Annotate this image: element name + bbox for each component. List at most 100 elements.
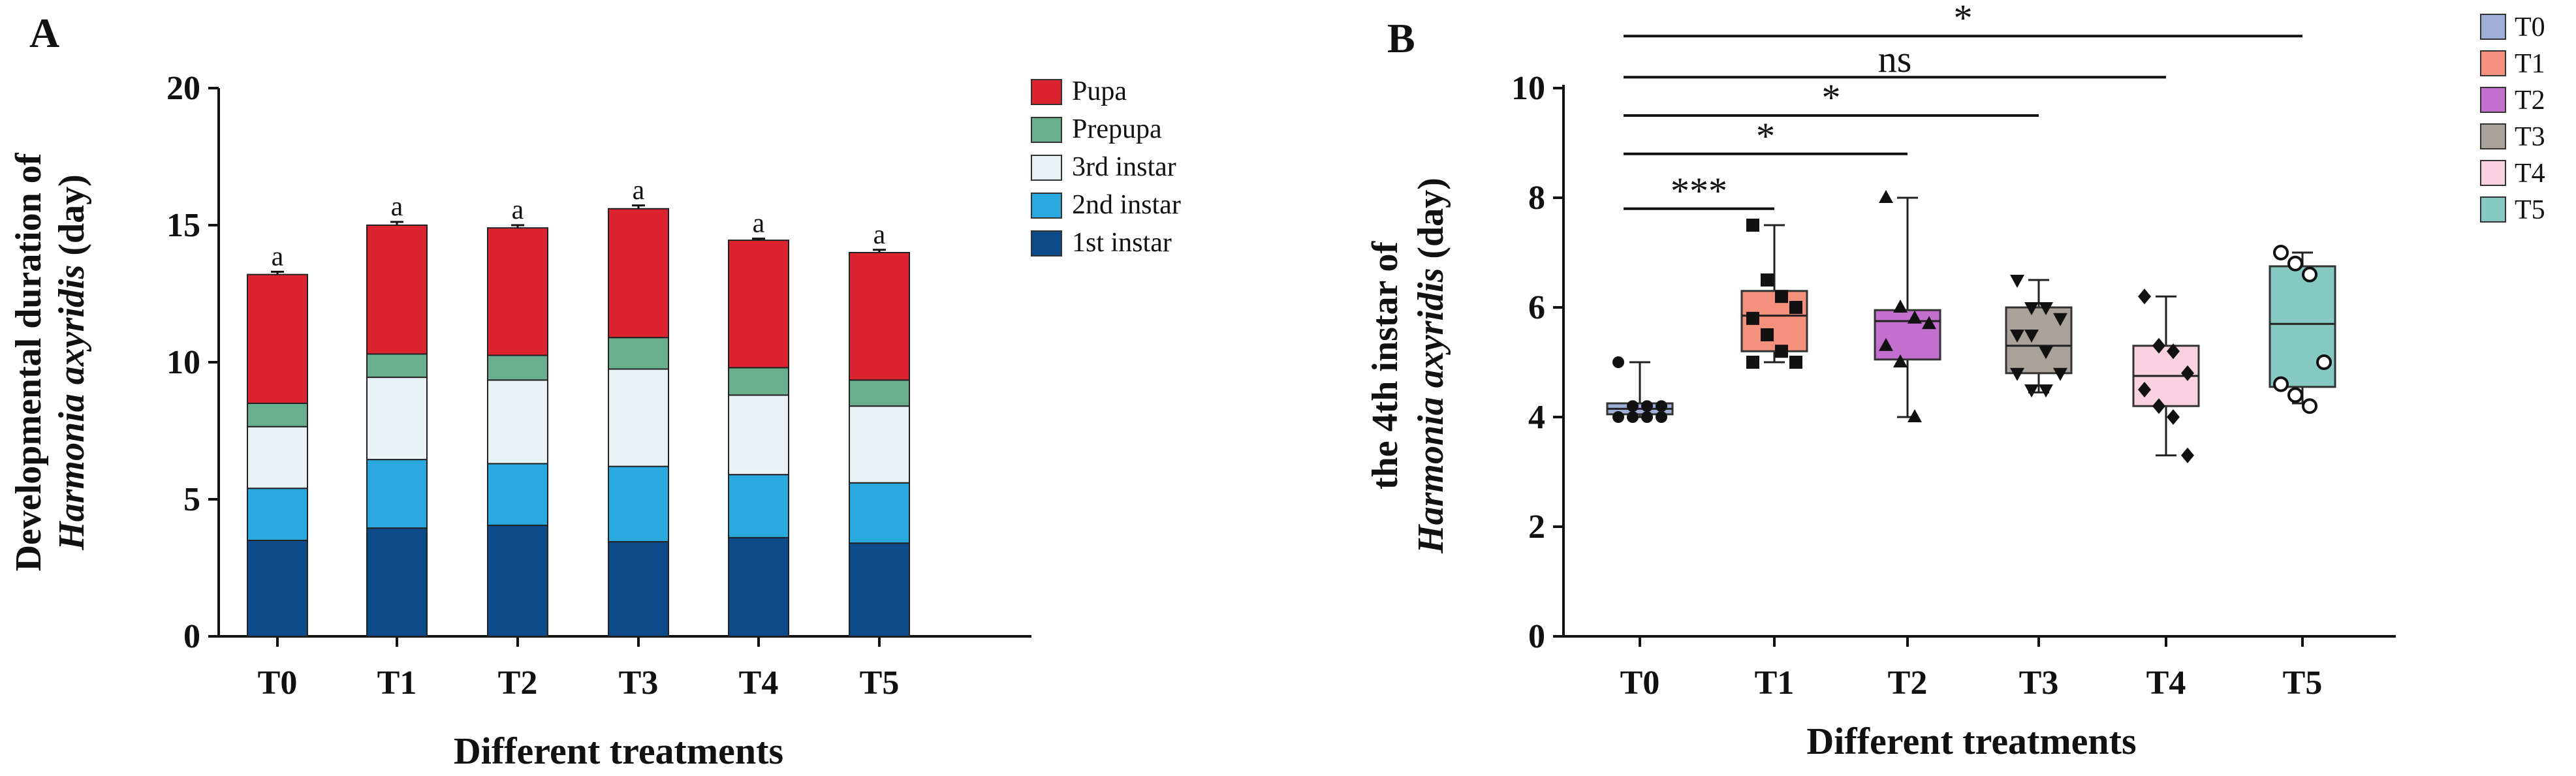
bar-segment-pupa [487,227,548,356]
data-point [1922,316,1936,330]
data-point [2138,288,2151,305]
bar-segment-prepupa [849,379,910,407]
legend-label: T3 [2515,122,2545,152]
legend-swatch [2480,50,2506,76]
data-point [2273,245,2289,260]
data-point [2302,266,2317,283]
legend-label: 1st instar [1072,228,1172,258]
x-axis-title: Different treatments [1806,720,2136,762]
legend-label: 3rd instar [1072,152,1176,182]
data-point [1746,219,1759,232]
data-point [1641,400,1653,412]
data-point [1627,411,1639,423]
significance-letter: a [272,241,284,272]
legend-swatch [1031,193,1062,219]
stacked-bar-chart: 05101520T0abcaaT1aaabcaaT2aababaaT3aaaaa… [8,70,1181,772]
data-point [1746,356,1759,369]
unit-label: (day) [1411,178,1451,268]
species-name: Harmonia axyridis [1411,268,1451,554]
data-point [1612,411,1624,423]
bar-segment-3rd-instar [728,394,789,476]
data-point [1908,310,1922,324]
bar-segment-pupa [728,240,789,369]
data-point [2287,255,2303,272]
y-axis-title: the 4th instar of [1365,241,1406,489]
x-tick-label: T0 [258,664,298,702]
data-point [1612,356,1624,368]
x-tick-label: T4 [2146,664,2186,702]
data-point [2010,330,2024,343]
bar-segment-2nd-instar [487,463,548,526]
bar-segment-prepupa [247,403,308,427]
legend-swatch [2480,160,2506,186]
data-point [1746,311,1759,325]
data-point [1656,400,1667,412]
data-point [2010,367,2024,381]
legend-swatch [1031,230,1062,256]
box-t2 [1874,309,1941,361]
data-point [1641,411,1653,423]
data-point [2273,376,2289,392]
x-tick-label: T0 [1620,664,1660,702]
legend-label: Prepupa [1072,114,1162,144]
legend-swatch [2480,196,2506,223]
panel-b-label: B [1387,15,1415,61]
x-tick-label: T5 [2283,664,2323,702]
data-point [2010,275,2024,288]
legend-label: T0 [2515,12,2545,42]
data-point [2024,330,2039,343]
bar-segment-prepupa [728,367,789,396]
y-tick-label: 0 [1528,618,1545,655]
legend-label: T5 [2515,195,2545,225]
x-tick-label: T3 [2019,664,2059,702]
data-point [2181,365,2194,381]
y-tick-label: 2 [1528,508,1545,546]
data-point [1789,356,1802,369]
comparison-label: ns [1878,38,1912,80]
data-point [1893,300,1908,313]
y-tick-label: 5 [183,481,200,518]
y-axis-title-line2: Harmonia axyridis (day) [52,174,92,551]
x-tick-label: T3 [619,664,659,702]
comparison-label: * [1954,0,1973,39]
data-point [1775,290,1788,303]
bar-segment-3rd-instar [608,368,669,467]
data-point [2302,398,2317,414]
legend-swatch [2480,14,2506,40]
significance-letter: a [873,220,886,250]
bar-segment-2nd-instar [849,482,910,544]
legend-swatch [1031,117,1062,143]
bar-segment-1st-instar [608,541,669,637]
x-tick-label: T1 [377,664,417,702]
bar-segment-1st-instar [487,524,548,638]
species-name: Harmonia axyridis [52,265,92,551]
bar-segment-prepupa [366,353,428,379]
legend-label: 2nd instar [1072,190,1181,220]
comparison-label: * [1822,76,1841,119]
bar-segment-1st-instar [247,540,308,637]
legend-swatch [1031,155,1062,181]
bar-segment-prepupa [487,354,548,381]
data-point [2138,382,2151,397]
legend-label: T1 [2515,49,2545,79]
data-point [1908,409,1922,422]
bar-segment-pupa [247,273,308,404]
data-point [2167,343,2180,360]
comparison-label: * [1756,115,1775,157]
legend-swatch [2480,87,2506,113]
comparison-label: *** [1671,170,1727,212]
data-point [1789,301,1802,314]
bar-segment-1st-instar [366,527,428,637]
y-tick-label: 10 [1511,70,1545,107]
legend-swatch [2480,123,2506,149]
bar-segment-3rd-instar [487,379,548,465]
bar-segment-2nd-instar [728,474,789,538]
data-point [2024,302,2039,315]
bar-segment-2nd-instar [247,488,308,542]
significance-letter: a [391,192,403,222]
data-point [1761,273,1774,287]
panel-a-label: A [29,10,59,56]
data-point [1879,337,1893,351]
x-tick-label: T5 [860,664,900,702]
bar-segment-3rd-instar [366,377,428,461]
